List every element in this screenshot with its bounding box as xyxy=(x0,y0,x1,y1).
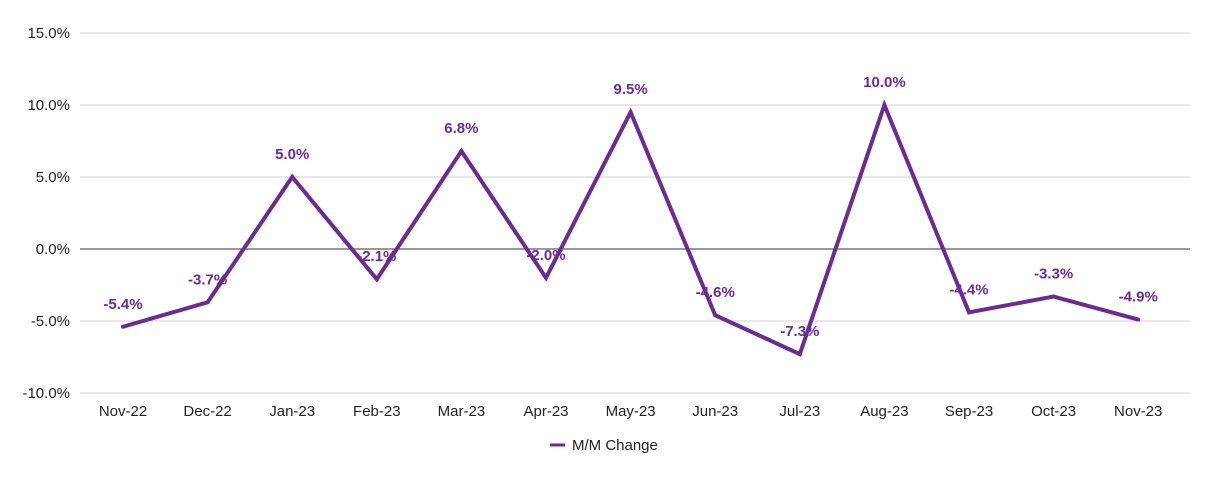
y-tick-label: 5.0% xyxy=(36,169,70,186)
x-tick-label: Jun-23 xyxy=(692,403,738,420)
data-label: -7.3% xyxy=(780,323,819,340)
x-axis-tick-labels: Nov-22 Dec-22 Jan-23 Feb-23 Mar-23 Apr-23 May-… xyxy=(99,403,1163,420)
x-tick-label: Jan-23 xyxy=(269,403,315,420)
data-point xyxy=(967,310,971,315)
x-tick-label: Nov-23 xyxy=(1114,403,1162,420)
data-point xyxy=(713,313,718,318)
data-point xyxy=(374,277,379,282)
data-label: 5.0% xyxy=(275,146,309,163)
series-line xyxy=(122,99,1139,357)
data-label: 10.0% xyxy=(863,74,906,91)
x-tick-label: Sep-23 xyxy=(945,403,993,420)
data-label: 9.5% xyxy=(613,81,647,98)
series-group xyxy=(121,99,1141,357)
data-label: -2.1% xyxy=(357,248,396,265)
y-tick-label: -5.0% xyxy=(31,313,70,330)
data-label: -2.0% xyxy=(526,247,565,264)
data-point xyxy=(290,175,295,179)
data-point xyxy=(882,103,887,107)
x-tick-label: Dec-22 xyxy=(183,403,231,420)
x-tick-label: Nov-22 xyxy=(99,403,147,420)
data-label: -3.7% xyxy=(188,271,227,288)
data-point xyxy=(797,352,802,357)
x-tick-label: May-23 xyxy=(606,403,656,420)
data-label: -3.3% xyxy=(1034,266,1073,283)
data-label: -5.4% xyxy=(103,296,142,313)
y-tick-label: -10.0% xyxy=(22,385,70,402)
data-labels: -5.4% -3.7% 5.0% -2.1% 6.8% -2.0% 9.5% -4.6% -7.… xyxy=(103,74,1157,340)
x-tick-label: Apr-23 xyxy=(523,403,568,420)
x-tick-label: Feb-23 xyxy=(353,403,401,420)
legend: M/M Change xyxy=(550,437,658,454)
y-tick-label: 0.0% xyxy=(36,241,70,258)
x-tick-label: Oct-23 xyxy=(1031,403,1076,420)
legend-label: M/M Change xyxy=(572,437,658,454)
data-point xyxy=(205,300,210,305)
data-label: -4.6% xyxy=(696,284,735,301)
y-tick-label: 10.0% xyxy=(27,97,70,114)
y-tick-label: 15.0% xyxy=(27,25,70,42)
x-tick-label: Jul-23 xyxy=(779,403,820,420)
data-point xyxy=(1136,317,1141,322)
x-tick-label: Aug-23 xyxy=(860,403,908,420)
data-point xyxy=(121,324,125,329)
data-label: -4.4% xyxy=(949,281,988,298)
x-tick-label: Mar-23 xyxy=(438,403,486,420)
data-label: -4.9% xyxy=(1119,289,1158,306)
gridlines xyxy=(80,32,1190,394)
data-point xyxy=(459,149,464,154)
y-axis-tick-labels: 15.0% 10.0% 5.0% 0.0% -5.0% -10.0% xyxy=(22,25,70,402)
data-label: 6.8% xyxy=(444,120,478,137)
data-point xyxy=(628,110,633,115)
data-point xyxy=(1051,294,1056,299)
data-point xyxy=(544,275,548,280)
